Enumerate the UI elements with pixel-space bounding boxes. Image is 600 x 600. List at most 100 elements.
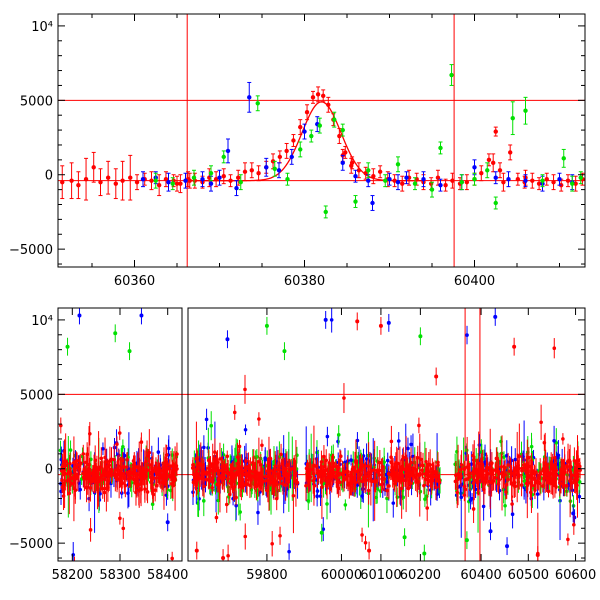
top-blue-point-24 <box>506 176 511 182</box>
bottom-point-2-170 <box>336 433 341 437</box>
top-green-point-23 <box>459 179 464 185</box>
bottom-point-3-336 <box>482 487 486 492</box>
bottom-point-1-368 <box>260 479 265 484</box>
bottom-point-0-321 <box>61 484 65 488</box>
top-ytick-label-2: 5000 <box>20 94 53 109</box>
top-red-point-79 <box>491 160 496 166</box>
bottom-point-3-117 <box>529 444 534 449</box>
bottom-point-1-406 <box>233 485 237 489</box>
bottom-point-2-392 <box>349 474 354 479</box>
bottom-point-3-305 <box>536 480 541 485</box>
bottom-point-0-398 <box>76 475 80 479</box>
bottom-point-1-416 <box>284 471 289 475</box>
top-blue-point-8 <box>247 95 252 100</box>
bottom-point-2-417 <box>398 467 403 472</box>
bottom-point-3-411 <box>471 472 476 477</box>
bottom-point-2-216 <box>385 488 389 493</box>
bottom-point-2-418 <box>394 475 399 479</box>
bottom-point-2-400 <box>424 459 428 464</box>
bottom-point-1-148 <box>202 445 206 450</box>
bottom-point-3-111 <box>535 492 540 496</box>
top-green-point-28 <box>523 108 528 113</box>
top-blue-point-15 <box>370 200 375 206</box>
bottom-outlier-4 <box>139 313 144 318</box>
bottom-point-0-335 <box>175 452 179 456</box>
top-green-point-10 <box>309 133 314 139</box>
bottom-point-0-390 <box>91 469 95 474</box>
top-red-point-14 <box>163 176 169 182</box>
bottom-point-3-318 <box>471 453 475 458</box>
top-red-point-63 <box>501 179 506 185</box>
bottom-xtick-label-2-1: 60100 <box>360 568 401 583</box>
bottom-xtick-label-0-1: 58300 <box>99 568 140 583</box>
top-red-point-37 <box>321 93 326 99</box>
bottom-point-3-364 <box>471 507 476 511</box>
bottom-point-0-366 <box>142 474 147 478</box>
top-red-point-48 <box>392 178 397 183</box>
bottom-point-3-251 <box>572 522 576 527</box>
bottom-point-3-91 <box>556 453 561 458</box>
top-red-point-6 <box>105 175 111 180</box>
top-green-point-6 <box>255 101 260 106</box>
top-red-point-78 <box>349 163 354 168</box>
bottom-point-2-412 <box>434 475 438 479</box>
top-green-point-26 <box>493 200 498 206</box>
top-green-point-8 <box>285 176 290 182</box>
bottom-point-2-247 <box>389 439 394 444</box>
bottom-point-1-414 <box>240 470 244 474</box>
bottom-point-2-142 <box>418 489 423 494</box>
bottom-point-3-412 <box>479 473 484 477</box>
bottom-point-3-319 <box>569 477 573 481</box>
bottom-outlier-19 <box>319 530 324 535</box>
bottom-point-2-413 <box>417 473 422 477</box>
bottom-point-1-372 <box>234 470 239 475</box>
bottom-point-2-79 <box>306 498 311 503</box>
bottom-point-1-340 <box>255 471 260 475</box>
bottom-point-2-404 <box>431 469 435 474</box>
bottom-point-2-196 <box>399 486 404 491</box>
bottom-point-3-408 <box>468 475 472 479</box>
bottom-outlier-18 <box>221 556 226 561</box>
bottom-point-0-269 <box>93 458 97 463</box>
bottom-point-3-398 <box>459 463 464 467</box>
top-blue-point-3 <box>183 178 188 183</box>
bottom-point-3-353 <box>506 463 510 467</box>
bottom-point-3-401 <box>552 463 557 468</box>
bottom-point-0-416 <box>98 465 103 470</box>
bottom-point-3-280 <box>506 477 510 482</box>
bottom-point-3-390 <box>577 464 582 469</box>
bottom-point-0-355 <box>99 456 104 461</box>
bottom-point-0-345 <box>62 472 66 476</box>
top-red-point-56 <box>450 178 455 183</box>
bottom-point-2-288 <box>378 460 382 465</box>
bottom-point-2-115 <box>329 318 334 322</box>
top-blue-point-5 <box>208 181 214 186</box>
bottom-point-1-232 <box>260 443 264 448</box>
bottom-point-1-417 <box>244 459 248 463</box>
bottom-outlier-17 <box>194 548 199 553</box>
bottom-point-3-382 <box>490 468 495 472</box>
bottom-point-3-23 <box>502 455 506 459</box>
top-ytick-label-0: −5000 <box>9 243 53 258</box>
top-red-point-26 <box>249 168 254 173</box>
bottom-point-1-418 <box>268 456 273 461</box>
bottom-point-2-387 <box>358 465 363 469</box>
bottom-point-0-386 <box>125 470 129 475</box>
top-red-point-46 <box>377 169 383 174</box>
bottom-point-3-373 <box>560 467 564 472</box>
bottom-point-3-363 <box>527 455 531 460</box>
bottom-point-0-296 <box>154 476 159 480</box>
bottom-ytick-label-3: 10⁴ <box>31 314 53 329</box>
bottom-outlier-6 <box>225 337 230 342</box>
bottom-point-3-41 <box>577 494 582 499</box>
bottom-point-2-58 <box>355 438 360 443</box>
bottom-outlier-25 <box>464 538 469 543</box>
bottom-point-0-403 <box>98 478 103 483</box>
bottom-plot-area <box>58 308 585 561</box>
bottom-point-2-399 <box>352 476 357 480</box>
bottom-point-2-347 <box>376 470 380 474</box>
bottom-xtick-label-2-0: 60000 <box>321 568 362 583</box>
bottom-point-2-60 <box>406 446 410 451</box>
top-red-point-5 <box>98 179 103 185</box>
